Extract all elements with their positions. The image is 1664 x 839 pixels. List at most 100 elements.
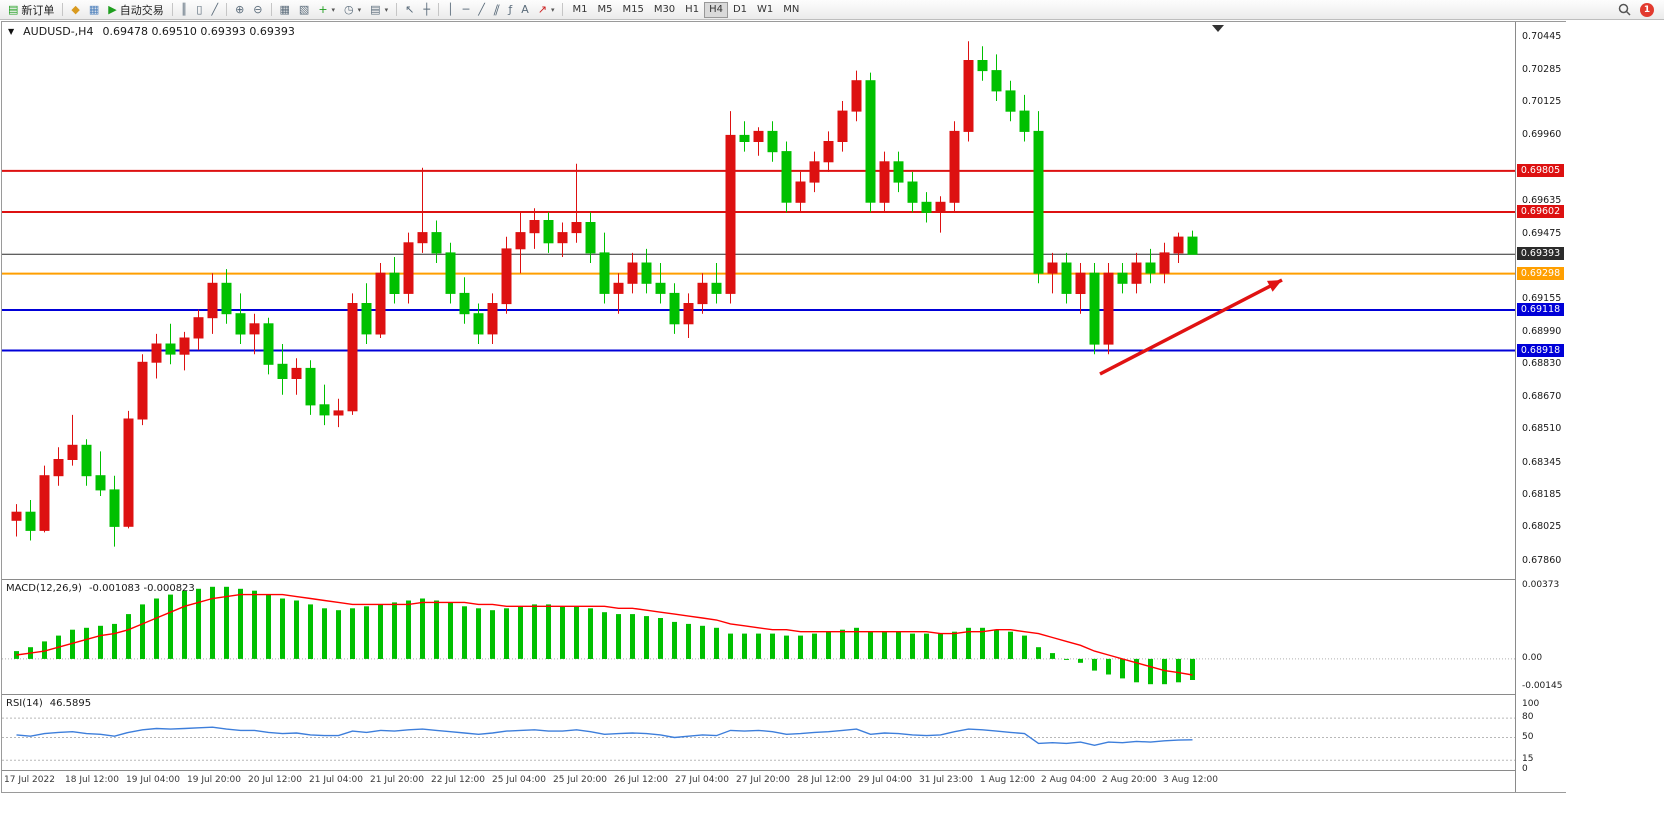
- collapse-arrow-icon[interactable]: ▼: [8, 27, 15, 36]
- time-axis-separator: [2, 770, 1515, 771]
- timeframe-m1[interactable]: M1: [567, 2, 592, 18]
- toolbar-separator: [171, 3, 173, 16]
- horizontal-line-icon: ─: [462, 3, 470, 16]
- macd-bar: [1162, 658, 1167, 685]
- timeframe-h4[interactable]: H4: [704, 1, 728, 18]
- macd-bar: [1008, 631, 1013, 659]
- candle-body: [599, 252, 610, 294]
- crosshair-button[interactable]: ┼: [419, 1, 434, 18]
- cursor-button[interactable]: ↖: [401, 1, 418, 18]
- macd-bar: [616, 614, 621, 659]
- trendline-button[interactable]: ╱: [474, 1, 489, 18]
- rsi-axis-tick: 0: [1522, 764, 1528, 774]
- panel-splitter-rsi[interactable]: [2, 694, 1515, 695]
- zoom-in-button[interactable]: ⊕: [231, 1, 248, 18]
- price-chart[interactable]: [2, 22, 1515, 579]
- line-chart-button[interactable]: ╱: [207, 1, 222, 18]
- time-axis-label: 27 Jul 04:00: [675, 775, 729, 785]
- periods-button[interactable]: ◷ ▾: [340, 1, 365, 18]
- timeframe-mn[interactable]: MN: [778, 2, 804, 18]
- candle-body: [137, 361, 148, 420]
- new-order-button[interactable]: ▤ 新订单: [4, 1, 58, 18]
- timeframe-d1[interactable]: D1: [728, 2, 752, 18]
- rsi-label: RSI(14) 46.5895: [6, 698, 91, 709]
- cascade-windows-icon: ▧: [298, 3, 310, 16]
- candle-body: [711, 282, 722, 294]
- time-axis-label: 27 Jul 20:00: [736, 775, 790, 785]
- rsi-panel[interactable]: [2, 696, 1515, 770]
- timeframe-m5[interactable]: M5: [592, 2, 617, 18]
- timeframe-m30[interactable]: M30: [649, 2, 680, 18]
- panel-splitter-macd[interactable]: [2, 579, 1515, 580]
- channel-button[interactable]: ∥: [490, 1, 504, 18]
- bar-chart-button[interactable]: ║: [177, 1, 192, 18]
- macd-bar: [210, 586, 215, 659]
- rsi-line: [16, 726, 1193, 747]
- channel-icon: ∥: [491, 3, 502, 16]
- macd-bar: [574, 606, 579, 659]
- vertical-line-button[interactable]: │: [443, 1, 458, 18]
- text-button[interactable]: A: [517, 1, 533, 18]
- horizontal-line-button[interactable]: ─: [459, 1, 474, 18]
- templates-button[interactable]: ▤ ▾: [366, 1, 392, 18]
- time-axis-label: 31 Jul 23:00: [919, 775, 973, 785]
- zoom-out-icon: ⊖: [253, 3, 263, 16]
- chevron-down-icon: ▾: [384, 5, 389, 14]
- chart-shift-marker[interactable]: [1212, 25, 1224, 32]
- time-axis-label: 26 Jul 12:00: [614, 775, 668, 785]
- candle-body: [725, 134, 736, 294]
- price-axis-tick: 0.69635: [1522, 195, 1562, 206]
- macd-bar: [70, 629, 75, 659]
- tile-windows-button[interactable]: ▦: [276, 1, 294, 18]
- candle-body: [389, 272, 400, 294]
- macd-bar: [924, 633, 929, 659]
- autotrade-play-icon: ▶: [108, 3, 117, 16]
- cascade-windows-button[interactable]: ▧: [295, 1, 313, 18]
- zoom-out-button[interactable]: ⊖: [249, 1, 266, 18]
- macd-bar: [126, 614, 131, 659]
- profiles-button[interactable]: ◆: [67, 1, 83, 18]
- time-axis[interactable]: 17 Jul 2022 18 Jul 12:00 19 Jul 04:00 19 Ju…: [2, 771, 1515, 792]
- candle-body: [207, 282, 218, 319]
- price-line-label: 0.69118: [1517, 303, 1564, 316]
- candle-body: [641, 262, 652, 284]
- macd-axis-tick: 0.00: [1522, 653, 1543, 663]
- macd-bar: [714, 627, 719, 659]
- candle-body: [277, 363, 288, 379]
- macd-panel[interactable]: [2, 581, 1515, 694]
- candle-body: [1187, 236, 1198, 255]
- trend-arrow-head: [1267, 280, 1282, 292]
- candle-body: [1131, 262, 1142, 284]
- candle-body: [571, 222, 582, 234]
- candle-body: [1005, 90, 1016, 112]
- macd-bar: [280, 598, 285, 659]
- macd-bar: [504, 608, 509, 659]
- timeframe-w1[interactable]: W1: [752, 2, 778, 18]
- trend-arrow[interactable]: [1099, 278, 1283, 376]
- indicators-button[interactable]: + ▾: [314, 1, 339, 18]
- macd-axis-tick: -0.00145: [1522, 681, 1563, 691]
- candle-body: [613, 282, 624, 294]
- macd-bar: [84, 627, 89, 659]
- time-axis-label: 19 Jul 04:00: [126, 775, 180, 785]
- chart-ohlc-values: 0.69478 0.69510 0.69393 0.69393: [102, 25, 295, 38]
- notification-badge[interactable]: 1: [1640, 2, 1654, 17]
- fibonacci-button[interactable]: ƒ: [504, 1, 516, 18]
- timeframe-h1[interactable]: H1: [680, 2, 704, 18]
- macd-bar: [938, 633, 943, 659]
- autotrade-button[interactable]: ▶ 自动交易: [104, 1, 167, 18]
- candle-body: [249, 323, 260, 335]
- search-button[interactable]: [1614, 1, 1635, 18]
- macd-bar: [42, 641, 47, 659]
- candle-body: [109, 489, 120, 527]
- macd-bar: [910, 633, 915, 659]
- macd-bar: [728, 633, 733, 659]
- new-chart-button[interactable]: ▦: [85, 1, 103, 18]
- arrows-button[interactable]: ↗ ▾: [534, 1, 559, 18]
- price-scale[interactable]: 0.70445 0.70285 0.70125 0.69960 0.69635 0.694…: [1515, 22, 1566, 792]
- candlestick-chart-button[interactable]: ▯: [192, 1, 206, 18]
- candle-body: [1033, 130, 1044, 274]
- candle-body: [179, 337, 190, 355]
- candle-body: [81, 444, 92, 477]
- timeframe-m15[interactable]: M15: [617, 2, 648, 18]
